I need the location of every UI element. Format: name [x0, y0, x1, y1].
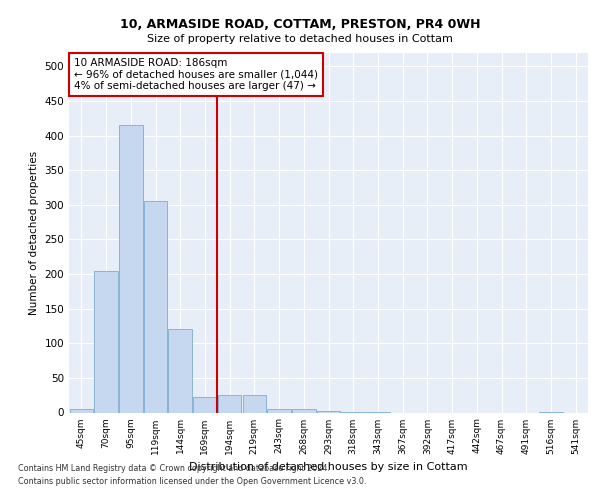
Bar — [94, 270, 118, 412]
Bar — [268, 409, 291, 412]
Bar — [218, 395, 241, 412]
X-axis label: Distribution of detached houses by size in Cottam: Distribution of detached houses by size … — [189, 462, 468, 472]
Text: 10 ARMASIDE ROAD: 186sqm
← 96% of detached houses are smaller (1,044)
4% of semi: 10 ARMASIDE ROAD: 186sqm ← 96% of detach… — [74, 58, 318, 91]
Text: Contains HM Land Registry data © Crown copyright and database right 2024.: Contains HM Land Registry data © Crown c… — [18, 464, 330, 473]
Text: Contains public sector information licensed under the Open Government Licence v3: Contains public sector information licen… — [18, 478, 367, 486]
Bar — [119, 125, 143, 412]
Y-axis label: Number of detached properties: Number of detached properties — [29, 150, 39, 314]
Bar — [70, 409, 93, 412]
Bar — [169, 330, 192, 412]
Bar — [317, 411, 340, 412]
Text: Size of property relative to detached houses in Cottam: Size of property relative to detached ho… — [147, 34, 453, 43]
Bar — [193, 398, 217, 412]
Bar — [242, 395, 266, 412]
Bar — [292, 409, 316, 412]
Bar — [144, 202, 167, 412]
Text: 10, ARMASIDE ROAD, COTTAM, PRESTON, PR4 0WH: 10, ARMASIDE ROAD, COTTAM, PRESTON, PR4 … — [120, 18, 480, 30]
